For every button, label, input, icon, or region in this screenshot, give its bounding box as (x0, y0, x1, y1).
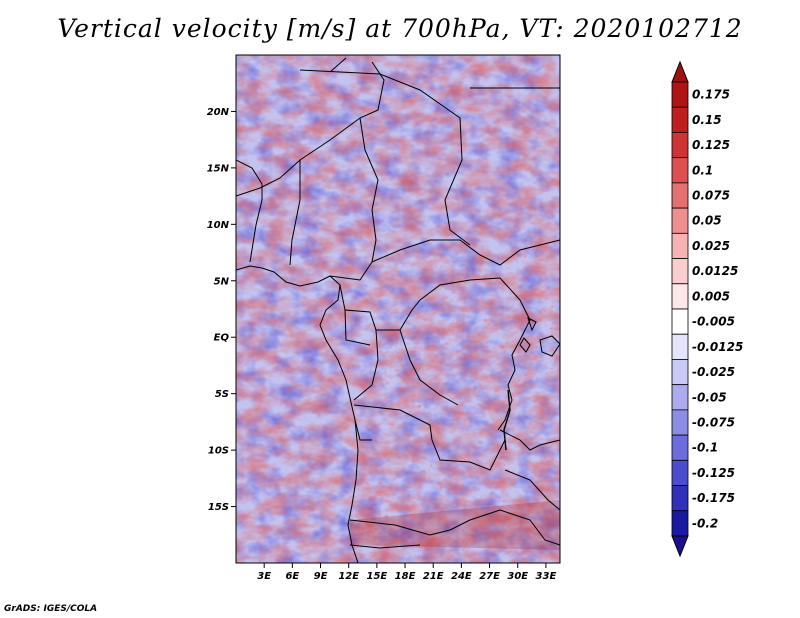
colorbar-segment (671, 132, 689, 159)
lon-tick-label: 24E (451, 571, 472, 582)
colorbar-segment (671, 459, 689, 486)
colorbar-segment (671, 510, 689, 537)
lon-tick-label: 9E (314, 571, 328, 582)
lon-tick-label: 18E (395, 571, 416, 582)
lat-tick-label: 15S (208, 502, 229, 513)
colorbar-segment (671, 359, 689, 386)
colorbar-label: 0.15 (692, 113, 722, 127)
colorbar-label: -0.175 (692, 491, 735, 505)
colorbar-label: -0.005 (692, 315, 735, 329)
colorbar-label: -0.05 (692, 390, 727, 404)
colorbar-label: 0.075 (692, 189, 730, 203)
colorbar-label: -0.0125 (692, 340, 743, 354)
colorbar-top-extend (671, 60, 689, 83)
colorbar-segment (671, 157, 689, 184)
colorbar-segment (671, 283, 689, 310)
lon-tick-label: 21E (423, 571, 444, 582)
lat-tick-label: EQ (214, 333, 230, 344)
colorbar-segment (671, 182, 689, 209)
lon-tick-label: 3E (257, 571, 271, 582)
colorbar-label: 0.025 (692, 239, 730, 253)
colorbar-segment (671, 485, 689, 512)
colorbar-bottom-extend (671, 535, 689, 558)
colorbar-label: 0.0125 (692, 264, 738, 278)
colorbar-label: -0.025 (692, 365, 735, 379)
colorbar-label: -0.2 (692, 516, 718, 530)
colorbar-label: 0.005 (692, 289, 730, 303)
colorbar-segment (671, 258, 689, 285)
lon-tick-label: 30E (507, 571, 528, 582)
longitude-axis: 3E 6E 9E 12E 15E 18E 21E 24E 27E 30E 33E (257, 563, 556, 582)
lon-tick-label: 27E (479, 571, 500, 582)
colorbar-label: 0.125 (692, 138, 730, 152)
lat-tick-label: 5N (214, 276, 230, 287)
lon-tick-label: 6E (285, 571, 299, 582)
plot-frame (235, 54, 561, 564)
country-borders (236, 57, 560, 563)
colorbar-label: 0.05 (692, 214, 722, 228)
map-title: Vertical velocity [m/s] at 700hPa, VT: 2… (57, 14, 743, 43)
grads-credit: GrADS: IGES/COLA (4, 604, 98, 614)
colorbar-label: -0.075 (692, 416, 735, 430)
colorbar-segment (671, 308, 689, 335)
lat-tick-label: 10N (207, 220, 230, 231)
vertical-velocity-field (236, 55, 560, 563)
colorbar-segment (671, 384, 689, 411)
lat-tick-label: 5S (215, 389, 229, 400)
lat-tick-label: 15N (207, 163, 230, 174)
colorbar-label: 0.1 (692, 163, 713, 177)
lon-tick-label: 12E (338, 571, 359, 582)
lat-tick-label: 20N (207, 107, 230, 118)
colorbar-segment (671, 81, 689, 108)
lon-tick-label: 33E (536, 571, 557, 582)
colorbar-label: -0.1 (692, 441, 718, 455)
latitude-axis: 20N 15N 10N 5N EQ 5S 10S 15S (207, 107, 236, 513)
colorbar-segment (671, 434, 689, 461)
colorbar-segment (671, 333, 689, 360)
lat-tick-label: 10S (208, 446, 229, 457)
colorbar-segment (671, 207, 689, 234)
colorbar: 0.175 0.15 0.125 0.1 0.075 0.05 0.025 0.0125 0.0… (671, 60, 743, 558)
colorbar-segment (671, 232, 689, 259)
colorbar-label: -0.125 (692, 466, 735, 480)
colorbar-segment (671, 106, 689, 133)
colorbar-label: 0.175 (692, 88, 730, 102)
lon-tick-label: 15E (366, 571, 387, 582)
colorbar-segment (671, 409, 689, 436)
